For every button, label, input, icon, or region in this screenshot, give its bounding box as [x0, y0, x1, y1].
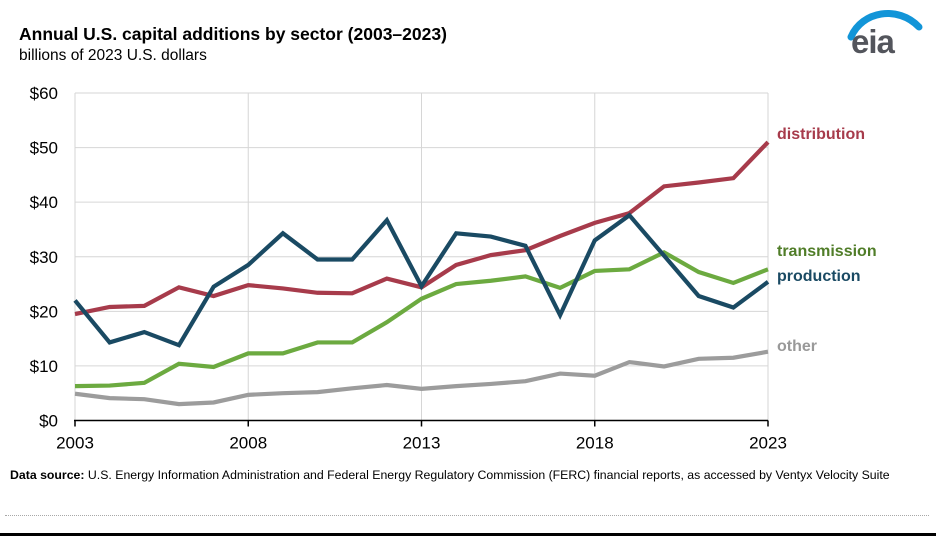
chart-title: Annual U.S. capital additions by sector … — [19, 24, 447, 44]
chart-canvas: $0 $10 $20 $30 $40 $50 $60 2003 2008 2013 2018 2023 — [30, 84, 787, 453]
y-tick-label: $40 — [30, 193, 58, 212]
series-label-production: production — [777, 268, 861, 285]
x-tick-label: 2003 — [56, 434, 94, 453]
y-tick-label: $30 — [30, 248, 58, 267]
y-tick-label: $10 — [30, 357, 58, 376]
dotted-separator — [5, 515, 929, 516]
data-source-text: U.S. Energy Information Administration a… — [84, 468, 890, 482]
series-label-distribution: distribution — [777, 126, 865, 143]
eia-logo-text: eia — [851, 23, 896, 58]
y-tick-label: $0 — [39, 412, 58, 431]
data-source-label: Data source: — [10, 468, 85, 482]
line-other — [74, 349, 769, 407]
series-label-other: other — [777, 338, 817, 355]
x-tick-label: 2008 — [229, 434, 267, 453]
y-tick-label: $20 — [30, 302, 58, 321]
y-tick-label: $50 — [30, 139, 58, 158]
window-bottom-edge — [0, 533, 936, 536]
y-tick-label: $60 — [30, 84, 58, 103]
x-tick-label: 2018 — [576, 434, 614, 453]
line-transmission — [74, 250, 769, 389]
x-tick-label: 2013 — [403, 434, 441, 453]
eia-logo: eia — [847, 10, 923, 58]
x-tick-label: 2023 — [749, 434, 787, 453]
data-source-note: Data source: U.S. Energy Information Adm… — [10, 468, 928, 484]
chart-subtitle: billions of 2023 U.S. dollars — [19, 47, 207, 64]
line-production — [73, 212, 770, 348]
series-label-transmission: transmission — [777, 243, 877, 260]
eia-logo-swoosh-icon — [847, 10, 923, 41]
